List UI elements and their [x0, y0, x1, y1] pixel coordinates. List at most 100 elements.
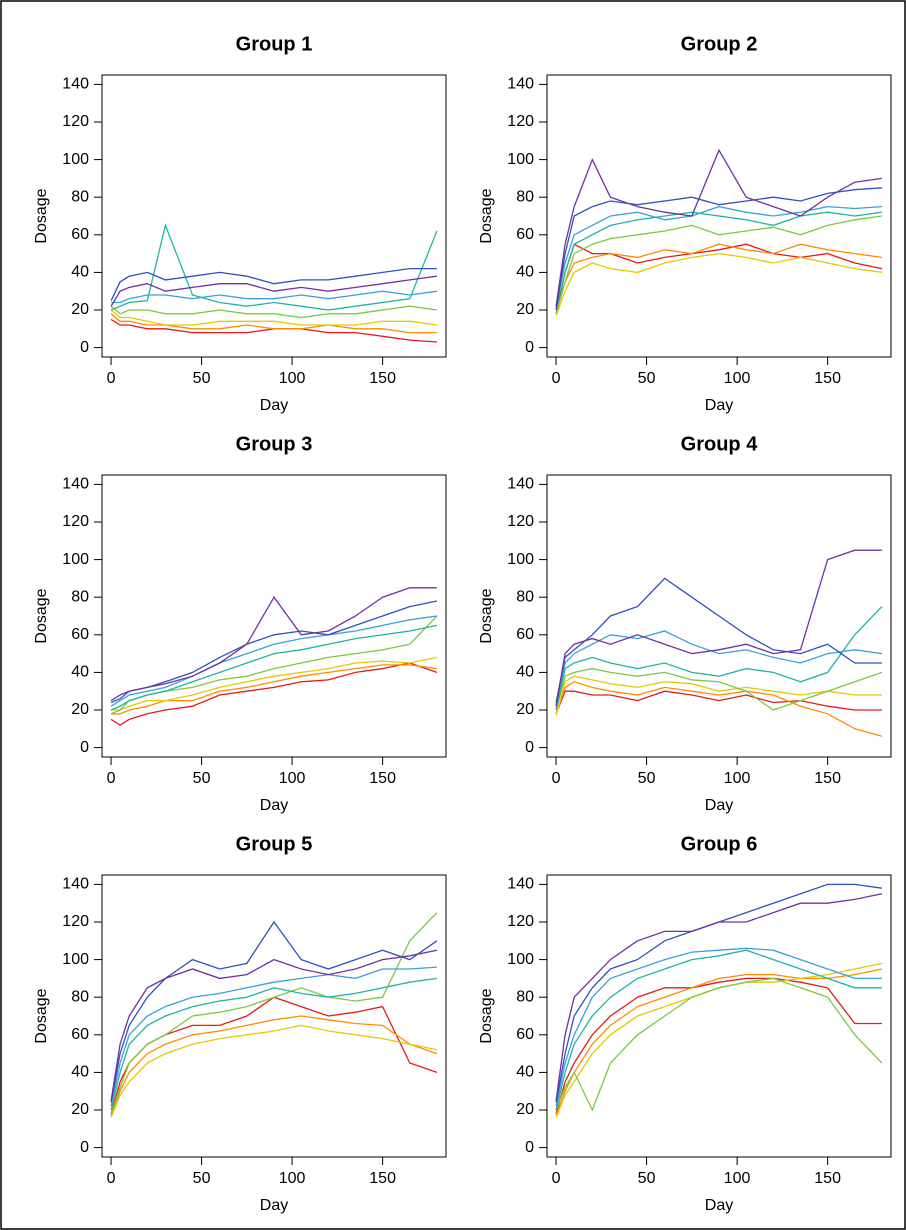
y-tick-label: 100 — [62, 951, 89, 968]
y-tick-label: 60 — [516, 226, 534, 243]
y-axis-label: Dosage — [478, 588, 495, 643]
x-tick-label: 100 — [279, 770, 306, 787]
data-line — [110, 223, 438, 311]
x-axis-label: Day — [705, 1197, 733, 1214]
data-line — [111, 290, 437, 304]
panel-title: Group 5 — [236, 833, 313, 855]
x-tick-label: 150 — [369, 770, 396, 787]
plot-box — [101, 874, 447, 1158]
y-tick-label: 20 — [71, 1101, 89, 1118]
data-line — [555, 252, 882, 316]
y-axis-label: Dosage — [478, 188, 495, 243]
data-line — [555, 205, 882, 307]
y-tick-label: 120 — [62, 913, 89, 930]
y-tick-label: 80 — [71, 988, 89, 1005]
y-tick-label: 20 — [71, 701, 89, 718]
data-line — [110, 920, 438, 1103]
y-tick-label: 0 — [80, 739, 89, 756]
y-axis-label: Dosage — [478, 988, 495, 1043]
data-line — [110, 313, 437, 334]
x-tick-label: 100 — [724, 1170, 751, 1187]
x-tick-label: 50 — [638, 770, 656, 787]
panel: Group 3 0 20 40 60 80 100 120 140 0 50 100 150 Day Dos… — [33, 433, 447, 814]
x-tick-label: 150 — [369, 370, 396, 387]
y-tick-label: 140 — [507, 876, 534, 893]
data-line — [555, 211, 882, 311]
plot-box — [546, 874, 892, 1158]
y-tick-label: 120 — [507, 913, 534, 930]
panel-title: Group 3 — [236, 433, 313, 455]
data-line — [555, 630, 882, 707]
y-tick-label: 0 — [80, 1139, 89, 1156]
data-line — [110, 1024, 438, 1118]
y-tick-label: 140 — [62, 476, 89, 493]
data-line — [111, 664, 437, 715]
x-tick-label: 150 — [814, 770, 841, 787]
data-line — [110, 309, 437, 326]
y-tick-label: 140 — [507, 476, 534, 493]
x-tick-label: 150 — [814, 1170, 841, 1187]
y-tick-label: 120 — [62, 513, 89, 530]
y-tick-label: 120 — [507, 513, 534, 530]
y-tick-label: 120 — [62, 113, 89, 130]
data-line — [555, 883, 882, 1103]
panel-title: Group 2 — [681, 33, 758, 55]
plot-box — [101, 474, 447, 758]
y-tick-label: 40 — [516, 1064, 534, 1081]
panel-title: Group 1 — [236, 33, 313, 55]
y-tick-label: 100 — [62, 151, 89, 168]
data-line — [555, 215, 882, 314]
x-tick-label: 0 — [552, 770, 561, 787]
data-line — [110, 624, 438, 711]
x-axis-label: Day — [260, 397, 288, 414]
x-tick-label: 100 — [279, 1170, 306, 1187]
plot-area — [555, 148, 883, 316]
x-tick-label: 0 — [107, 370, 116, 387]
y-tick-label: 140 — [62, 76, 89, 93]
plot-area — [110, 912, 438, 1118]
data-line — [111, 656, 438, 711]
y-axis-label: Dosage — [33, 588, 50, 643]
data-line — [555, 977, 882, 1114]
x-tick-label: 50 — [638, 1170, 656, 1187]
y-tick-label: 60 — [71, 1026, 89, 1043]
data-line — [110, 1015, 438, 1116]
y-tick-label: 60 — [516, 1026, 534, 1043]
x-tick-label: 0 — [552, 370, 561, 387]
data-line — [110, 662, 438, 726]
y-tick-label: 40 — [516, 664, 534, 681]
y-tick-label: 80 — [516, 988, 534, 1005]
y-tick-label: 100 — [507, 551, 534, 568]
y-axis-label: Dosage — [33, 188, 50, 243]
x-tick-label: 100 — [724, 770, 751, 787]
data-line — [555, 962, 883, 1118]
plot-area — [555, 883, 883, 1118]
y-tick-label: 80 — [516, 188, 534, 205]
data-line — [110, 966, 437, 1107]
plot-area — [110, 223, 438, 343]
x-tick-label: 50 — [193, 770, 211, 787]
plot-area — [555, 549, 883, 737]
y-tick-label: 0 — [525, 739, 534, 756]
panel: Group 2 0 20 40 60 80 100 120 140 0 50 100 150 Day Dos… — [478, 33, 892, 414]
x-tick-label: 50 — [193, 370, 211, 387]
y-tick-label: 40 — [71, 264, 89, 281]
y-tick-label: 20 — [516, 1101, 534, 1118]
x-axis-label: Day — [705, 797, 733, 814]
panel-title: Group 6 — [681, 833, 758, 855]
y-tick-label: 80 — [516, 588, 534, 605]
x-tick-label: 0 — [552, 1170, 561, 1187]
y-tick-label: 60 — [71, 626, 89, 643]
x-axis-label: Day — [260, 1197, 288, 1214]
x-tick-label: 100 — [279, 370, 306, 387]
y-axis-label: Dosage — [33, 988, 50, 1043]
data-line — [555, 681, 883, 737]
data-line — [110, 996, 438, 1114]
data-line — [555, 606, 883, 711]
plot-box — [101, 74, 447, 358]
x-tick-label: 150 — [814, 370, 841, 387]
y-tick-label: 0 — [80, 339, 89, 356]
y-tick-label: 20 — [71, 301, 89, 318]
